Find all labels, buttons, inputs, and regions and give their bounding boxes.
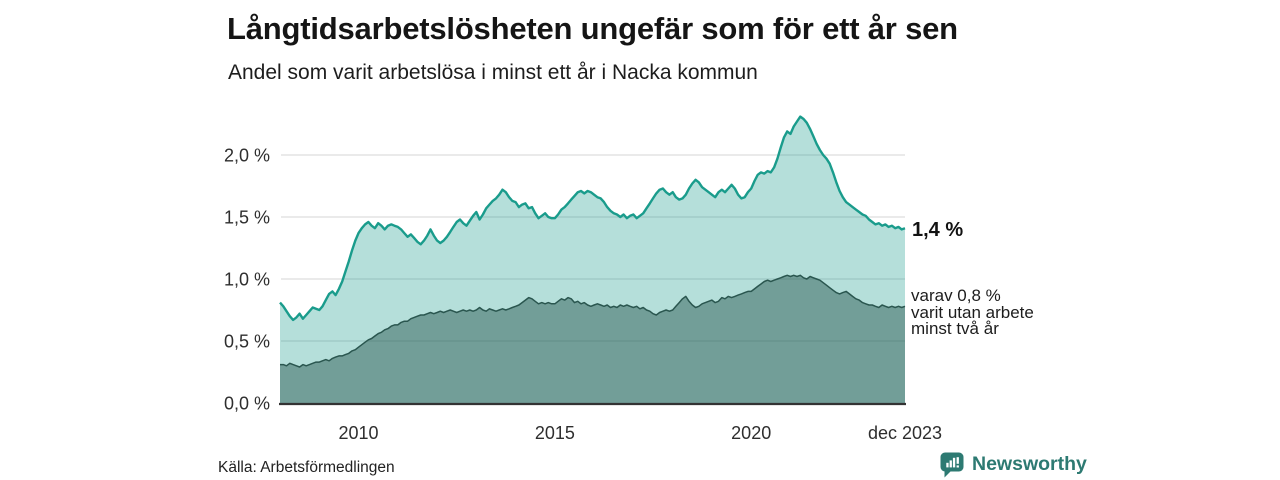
annotation-line: minst två år — [911, 319, 999, 338]
y-axis-labels: 0,0 % 0,5 % 1,0 % 1,5 % 2,0 % — [224, 146, 270, 414]
annotation-line: varit utan arbete — [911, 302, 1034, 322]
svg-text:2,0 %: 2,0 % — [224, 146, 270, 166]
svg-text:2020: 2020 — [731, 423, 771, 443]
newsworthy-logo[interactable]: Newsworthy — [940, 452, 1087, 478]
subtitle: Andel som varit arbetslösa i minst ett å… — [228, 61, 758, 84]
svg-text:2015: 2015 — [535, 423, 575, 443]
gridlines — [281, 154, 905, 342]
svg-text:1,5 %: 1,5 % — [224, 208, 270, 228]
total-line — [279, 115, 906, 322]
x-axis-labels: 2010 2015 2020 dec 2023 — [338, 423, 942, 443]
source-note: Källa: Arbetsförmedlingen — [218, 459, 395, 476]
secondary-annotation: varav 0,8 % varit utan arbete minst två … — [911, 286, 1034, 338]
svg-text:1,0 %: 1,0 % — [224, 270, 270, 290]
svg-text:0,5 %: 0,5 % — [224, 332, 270, 352]
bar-chart-bubble-icon — [940, 452, 964, 478]
two-year-line — [280, 274, 906, 368]
svg-text:dec 2023: dec 2023 — [868, 423, 942, 443]
svg-text:2010: 2010 — [338, 423, 378, 443]
annotation-line: varav 0,8 % — [911, 286, 1001, 305]
svg-text:0,0 %: 0,0 % — [224, 394, 270, 414]
total-area — [280, 116, 905, 403]
page-title: Långtidsarbetslösheten ungefär som för e… — [227, 11, 958, 46]
latest-value-label: 1,4 % — [912, 219, 964, 241]
logo-text: Newsworthy — [972, 453, 1087, 475]
two-year-area — [280, 275, 905, 403]
